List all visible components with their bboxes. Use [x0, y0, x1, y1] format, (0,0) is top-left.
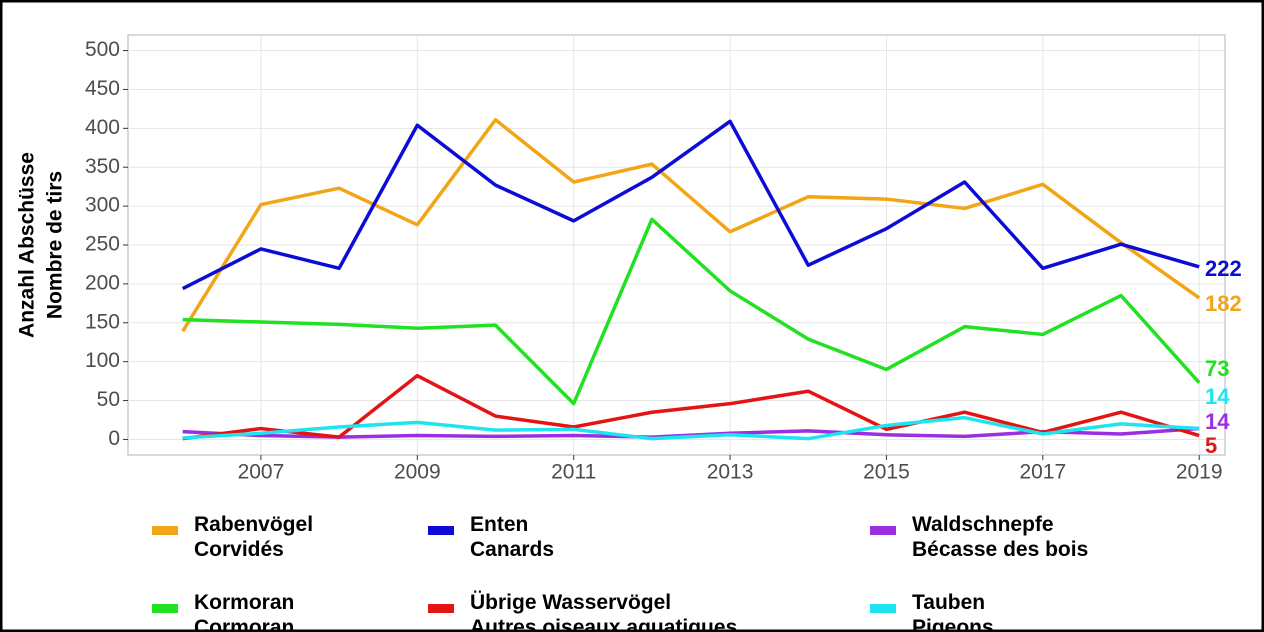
- legend-swatch: [428, 526, 454, 535]
- y-tick-label: 500: [85, 38, 120, 61]
- y-tick-label: 100: [85, 349, 120, 372]
- legend-label: Rabenvögel Corvidés: [194, 513, 314, 561]
- end-label: 14: [1205, 409, 1230, 434]
- x-tick-label: 2011: [551, 461, 596, 484]
- legend-swatch: [152, 526, 178, 535]
- end-label: 73: [1205, 356, 1229, 381]
- series-line: [182, 217, 1201, 406]
- end-label: 222: [1205, 256, 1242, 281]
- y-tick-label: 300: [85, 194, 120, 217]
- legend-label: Enten Canards: [470, 513, 555, 561]
- end-label: 5: [1205, 433, 1217, 458]
- y-tick-label: 0: [108, 427, 120, 450]
- series-line: [182, 415, 1200, 441]
- x-tick-label: 2007: [238, 461, 285, 484]
- legend-label: Tauben Pigeons: [912, 591, 994, 632]
- legend-swatch: [428, 604, 454, 613]
- x-tick-label: 2013: [707, 461, 754, 484]
- y-label-line: Anzahl Abschüsse: [16, 152, 39, 338]
- y-tick-label: 450: [85, 77, 120, 100]
- x-tick-label: 2017: [1019, 461, 1066, 484]
- y-label-line: Nombre de tirs: [44, 171, 67, 319]
- y-tick-label: 150: [85, 310, 120, 333]
- series-line: [181, 118, 1201, 333]
- y-tick-label: 250: [85, 233, 120, 256]
- legend-swatch: [152, 604, 178, 613]
- end-label: 182: [1205, 291, 1242, 316]
- y-label: Anzahl Abschüsse Nombre de tirs: [16, 152, 67, 338]
- y-tick-label: 400: [85, 116, 120, 139]
- end-label: 14: [1205, 384, 1230, 409]
- y-tick-label: 50: [97, 388, 120, 411]
- y-tick-label: 350: [85, 155, 120, 178]
- legend-swatch: [870, 604, 896, 613]
- legend-label: Kormoran Cormoran: [194, 591, 295, 632]
- legend-label: Waldschnepfe Bécasse des bois: [912, 513, 1089, 561]
- x-tick-label: 2015: [863, 461, 910, 484]
- x-tick-label: 2009: [394, 461, 441, 484]
- legend-swatch: [870, 526, 896, 535]
- legend-label: Übrige Wasservögel Autres oiseaux aquati…: [470, 591, 738, 632]
- series-line: [181, 119, 1200, 291]
- y-tick-label: 200: [85, 271, 120, 294]
- x-tick-label: 2019: [1176, 461, 1223, 484]
